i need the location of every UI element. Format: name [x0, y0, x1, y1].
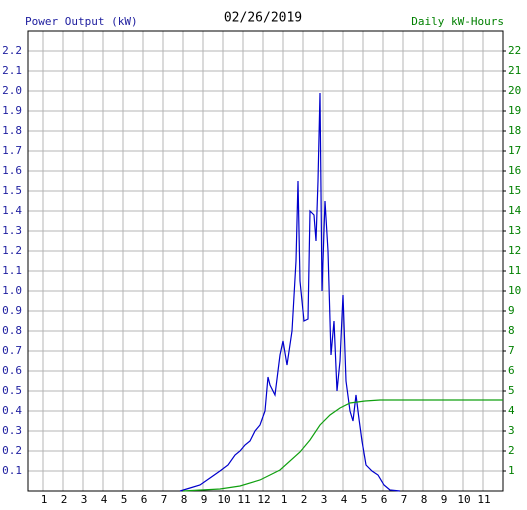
y2-tick-label: 8	[508, 324, 515, 337]
y-tick-label: 1.2	[2, 244, 22, 257]
y-tick-label: 1.4	[2, 204, 22, 217]
y2-tick-label: 12	[508, 244, 521, 257]
x-tick-label: 5	[121, 493, 128, 506]
plot-border	[27, 30, 504, 492]
y-tick-label: 1.5	[2, 184, 22, 197]
y2-tick-label: 15	[508, 184, 521, 197]
y-tick-label: 1.9	[2, 104, 22, 117]
x-tick-label: 3	[321, 493, 328, 506]
x-tick-label: 9	[201, 493, 208, 506]
y2-tick-label: 14	[508, 204, 522, 217]
x-tick-label: 8	[421, 493, 428, 506]
y-tick-label: 0.3	[2, 424, 22, 437]
y2-tick-label: 10	[508, 284, 521, 297]
x-tick-label: 7	[401, 493, 408, 506]
x-tick-label: 4	[341, 493, 348, 506]
y-tick-label: 1.6	[2, 164, 22, 177]
y-tick-label: 1.1	[2, 264, 22, 277]
x-tick-label: 5	[361, 493, 368, 506]
y2-tick-label: 20	[508, 84, 521, 97]
y2-tick-label: 22	[508, 44, 521, 57]
y2-tick-label: 7	[508, 344, 515, 357]
y-tick-label: 0.1	[2, 464, 22, 477]
y2-tick-label: 6	[508, 364, 515, 377]
y2-tick-label: 2	[508, 444, 515, 457]
y-tick-label: 0.4	[2, 404, 22, 417]
x-tick-label: 9	[441, 493, 448, 506]
y-tick-label: 1.0	[2, 284, 22, 297]
x-tick-label: 8	[181, 493, 188, 506]
y2-tick-label: 5	[508, 384, 515, 397]
y-tick-label: 0.9	[2, 304, 22, 317]
y2-axis-label: Daily kW-Hours	[411, 15, 504, 28]
y2-tick-label: 18	[508, 124, 521, 137]
x-tick-label: 6	[381, 493, 388, 506]
x-tick-label: 12	[257, 493, 270, 506]
y2-tick-label: 13	[508, 224, 521, 237]
y-tick-label: 1.7	[2, 144, 22, 157]
y-tick-label: 0.2	[2, 444, 22, 457]
y-tick-label: 0.6	[2, 364, 22, 377]
y-tick-label: 1.3	[2, 224, 22, 237]
x-tick-label: 11	[237, 493, 250, 506]
x-tick-label: 4	[101, 493, 108, 506]
y-tick-label: 2.2	[2, 44, 22, 57]
y2-tick-label: 16	[508, 164, 521, 177]
x-tick-label: 10	[217, 493, 230, 506]
y-tick-label: 2.1	[2, 64, 22, 77]
y-tick-label: 0.7	[2, 344, 22, 357]
x-tick-label: 7	[161, 493, 168, 506]
x-tick-label: 2	[301, 493, 308, 506]
x-tick-label: 6	[141, 493, 148, 506]
y2-tick-label: 11	[508, 264, 521, 277]
y-tick-label: 0.8	[2, 324, 22, 337]
chart-title: 02/26/2019	[224, 11, 302, 26]
series-line	[179, 92, 401, 492]
y-tick-label: 2.0	[2, 84, 22, 97]
y2-tick-label: 1	[508, 464, 515, 477]
x-tick-label: 1	[281, 493, 288, 506]
y2-tick-label: 19	[508, 104, 521, 117]
x-tick-label: 11	[477, 493, 490, 506]
y-tick-label: 1.8	[2, 124, 22, 137]
y2-tick-label: 9	[508, 304, 515, 317]
y2-tick-label: 4	[508, 404, 515, 417]
series-line	[182, 399, 503, 492]
x-tick-label: 1	[41, 493, 48, 506]
x-tick-label: 10	[457, 493, 470, 506]
x-tick-label: 3	[81, 493, 88, 506]
y-axis-label: Power Output (kW)	[25, 15, 138, 28]
y-tick-label: 0.5	[2, 384, 22, 397]
y2-tick-label: 3	[508, 424, 515, 437]
x-tick-label: 2	[61, 493, 68, 506]
y2-tick-label: 17	[508, 144, 521, 157]
y2-tick-label: 21	[508, 64, 521, 77]
